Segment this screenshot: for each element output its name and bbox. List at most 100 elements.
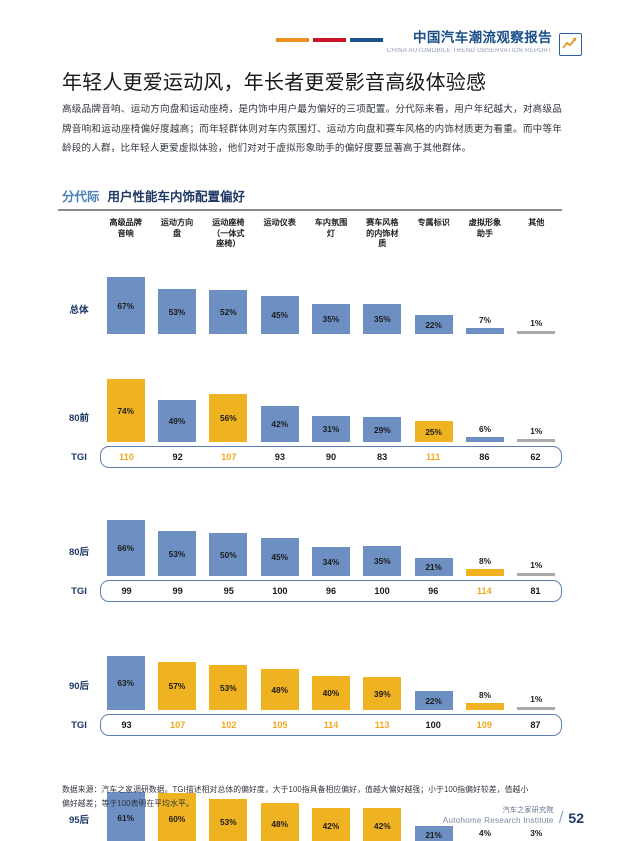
tgi-value: 99 (121, 586, 132, 596)
bar-cell: 63% (100, 636, 151, 710)
bar-cell: 56% (203, 368, 254, 442)
tgi-value: 87 (530, 720, 541, 730)
bar-cell: 4% (459, 770, 510, 841)
column-header-label: 虚拟形象 助手 (468, 218, 502, 238)
bar-value-label: 31% (322, 424, 340, 434)
bar: 61% (106, 792, 145, 841)
bar: 8% (465, 690, 504, 710)
bar: 35% (311, 304, 350, 334)
bar-value-label: 42% (271, 419, 288, 429)
chart-rows: 总体 67% 53% 52% 45% 35% 35% 22% 7% 1% 80前 74% 49% 56% 4… (58, 260, 562, 841)
bar-value-label: 42% (373, 821, 391, 831)
bar-value-label: 1% (530, 694, 543, 704)
bar-value-label: 22% (425, 319, 442, 330)
column-header-0: 高级品牌 音响 (100, 214, 151, 260)
bar-value-label: 50% (220, 549, 237, 560)
header-bar-blue (350, 38, 384, 42)
row-spacer (58, 602, 562, 636)
bar-cell: 25% (408, 368, 459, 442)
bar-cell: 1% (511, 636, 562, 710)
report-header: 中国汽车潮流观察报告 CHINA AUTOMOBILE TREND OBSERV… (276, 30, 582, 56)
bar-value-label: 40% (322, 688, 340, 698)
tgi-label: TGI (71, 585, 87, 597)
bar-cell: 39% (357, 636, 408, 710)
bar-value-label: 35% (373, 314, 391, 324)
bar-value-label: 60% (168, 813, 186, 824)
section-divider (58, 209, 562, 211)
bar-cell: 35% (357, 260, 408, 334)
bar: 53% (209, 665, 248, 710)
tgi-value: 81 (530, 586, 541, 596)
bar-cell: 42% (357, 770, 408, 841)
bar-value-label: 48% (271, 684, 288, 695)
column-header-6: 专属标识 (408, 214, 459, 260)
footer-brand: 汽车之家研究院 Autohome Research Institute / 52 (442, 805, 584, 827)
bar-value-label: 35% (322, 314, 340, 324)
bar-cell: 66% (100, 502, 151, 576)
column-header-label: 运动座椅 （一体式 座椅） (212, 218, 245, 249)
section-heading: 分代际 用户性能车内饰配置偏好 (62, 186, 245, 205)
bar-value-label: 1% (530, 560, 543, 570)
tgi-label: TGI (71, 719, 87, 731)
bar: 8% (465, 556, 504, 576)
bar: 7% (465, 315, 504, 334)
page-number: 52 (568, 810, 584, 826)
bar-value-label: 7% (478, 315, 491, 325)
bar: 42% (260, 406, 299, 442)
bar-cell: 35% (357, 502, 408, 576)
institute-name-cn: 汽车之家研究院 (502, 807, 554, 814)
bar: 48% (260, 669, 299, 710)
bar-value-label: 8% (478, 690, 491, 700)
bar: 66% (106, 520, 145, 576)
bar: 56% (209, 394, 248, 442)
bar: 31% (311, 416, 350, 442)
section-title: 用户性能车内饰配置偏好 (107, 190, 246, 204)
tgi-value: 105 (272, 720, 288, 730)
bar: 21% (414, 826, 453, 841)
bar: 1% (517, 694, 556, 710)
bar-cell: 61% (100, 770, 151, 841)
bar: 1% (517, 426, 556, 442)
bar-value-label: 61% (117, 813, 134, 823)
bar-value-label: 6% (478, 424, 491, 434)
institute-name-en: Autohome Research Institute (442, 816, 554, 825)
bar: 22% (414, 691, 453, 710)
bar-cell: 35% (305, 260, 356, 334)
bar: 53% (209, 799, 248, 841)
header-titles: 中国汽车潮流观察报告 CHINA AUTOMOBILE TREND OBSERV… (386, 30, 552, 54)
bar-cell: 74% (100, 368, 151, 442)
bar-value-label: 39% (373, 688, 391, 699)
tgi-value: 111 (426, 452, 441, 462)
tgi-value: 107 (169, 720, 186, 730)
tgi-row: TGI 110 92 107 93 90 83 111 86 62 (58, 446, 562, 468)
column-header-label: 赛车风格 的内饰材 质 (366, 218, 399, 249)
bar-cell: 8% (459, 636, 510, 710)
column-header-label: 专属标识 (417, 218, 450, 227)
bar-value-label: 53% (220, 816, 237, 827)
row-spacer (58, 468, 562, 502)
bar: 67% (106, 277, 145, 334)
bar-value-label: 35% (373, 556, 391, 566)
bar-group: 63% 57% 53% 48% 40% 39% 22% 8% 1% (100, 636, 562, 710)
bar-cell: 53% (151, 260, 202, 334)
bar-cell: 48% (254, 636, 305, 710)
row-label: 80前 (68, 413, 90, 424)
bar-value-label: 49% (168, 416, 186, 426)
report-title-en: CHINA AUTOMOBILE TREND OBSERVATION REPOR… (386, 47, 552, 54)
source-note: 数据来源：汽车之家调研数据。TGI描述相对总体的偏好度，大于100指具备相应偏好… (62, 785, 529, 808)
column-header-4: 车内氛围 灯 (305, 214, 356, 260)
tgi-value: 114 (323, 720, 339, 730)
column-header-8: 其他 (511, 214, 562, 260)
tgi-value: 113 (374, 720, 390, 730)
bar-cell: 29% (357, 368, 408, 442)
bar: 29% (363, 417, 402, 442)
column-header-label: 其他 (528, 218, 545, 227)
bar-value-label: 67% (117, 300, 134, 311)
bar-cell: 3% (511, 770, 562, 841)
bar: 42% (363, 808, 402, 841)
bar-cell: 42% (305, 770, 356, 841)
row-spacer (58, 736, 562, 770)
bar-cell: 1% (511, 502, 562, 576)
tgi-value: 96 (325, 586, 337, 596)
slash-divider: / (558, 808, 564, 827)
